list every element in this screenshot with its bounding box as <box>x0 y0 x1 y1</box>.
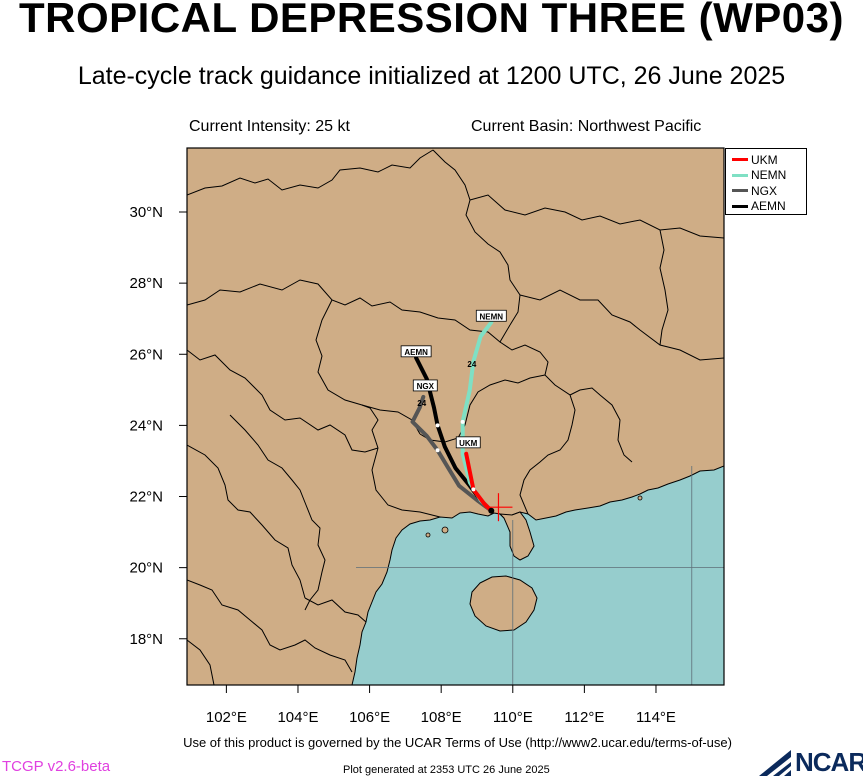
legend-swatch-ukm <box>732 158 748 162</box>
model-tag-label: NEMN <box>480 312 504 321</box>
legend-label-ngx: NGX <box>751 183 778 198</box>
grid-lines <box>356 466 724 685</box>
current-intensity: Current Intensity: 25 kt <box>189 118 350 135</box>
track-point-ukm <box>471 487 476 492</box>
legend-swatch-aemn <box>732 204 748 208</box>
legend-item-aemn: AEMN <box>732 199 806 215</box>
ncar-logo-text: NCAR <box>795 747 863 777</box>
current-basin: Current Basin: Northwest Pacific <box>471 118 702 135</box>
lat-tick-label: 22°N <box>129 489 163 506</box>
borders <box>187 149 724 685</box>
lon-tick-label: 106°E <box>349 709 390 726</box>
forecast-hour-label: 24 <box>467 360 476 369</box>
legend-swatch-ngx <box>732 189 748 193</box>
lon-tick-label: 108°E <box>421 709 462 726</box>
lon-tick-label: 112°E <box>564 709 604 726</box>
generated-timestamp: Plot generated at 2353 UTC 26 June 2025 <box>343 764 550 776</box>
model-tag-label: AEMN <box>404 348 428 357</box>
ocean-area <box>351 465 724 685</box>
lat-tick-label: 18°N <box>129 631 163 648</box>
current-position-marker <box>484 493 513 522</box>
legend-swatch-nemn <box>732 173 748 177</box>
map-title: TROPICAL DEPRESSION THREE (WP03) <box>19 0 844 41</box>
legend-label-aemn: AEMN <box>751 199 786 214</box>
legend-item-ngx: NGX <box>732 183 806 199</box>
track-point-aemn <box>435 423 440 428</box>
terms-of-use: Use of this product is governed by the U… <box>183 735 732 750</box>
model-tag-box <box>475 309 507 322</box>
lat-tick-label: 24°N <box>129 417 163 434</box>
lon-tick-label: 104°E <box>277 709 318 726</box>
version-label: TCGP v2.6-beta <box>2 758 111 775</box>
legend-item-nemn: NEMN <box>732 168 806 184</box>
track-point-ngx <box>435 448 440 453</box>
model-tag-box <box>400 345 432 358</box>
map-axes: 102°E 104°E 106°E 108°E 110°E 112°E 114°E 18°N 2… <box>129 204 675 726</box>
coastal-island <box>637 495 643 501</box>
model-tag-nemn: NEMN <box>475 309 507 322</box>
lat-tick-label: 20°N <box>129 560 163 577</box>
model-tag-label: UKM <box>459 439 478 448</box>
lon-tick-label: 110°E <box>493 709 533 726</box>
leizhou-peninsula <box>498 511 535 561</box>
map-subtitle: Late-cycle track guidance initialized at… <box>77 62 786 90</box>
lat-tick-label: 28°N <box>129 275 163 292</box>
hainan-island <box>469 575 538 632</box>
ncar-logo-icon <box>759 749 791 776</box>
legend-item-ukm: UKM <box>732 152 806 168</box>
model-tag-label: NGX <box>417 382 435 391</box>
model-tag-aemn: AEMN <box>400 345 432 358</box>
model-tag-box <box>412 379 438 392</box>
model-tag-ukm: UKM <box>455 436 481 449</box>
coastal-island <box>425 532 431 538</box>
forecast-hour-label: 24 <box>417 399 426 408</box>
lon-tick-label: 102°E <box>206 709 247 726</box>
plot-frame <box>186 147 725 686</box>
model-tag-ngx: NGX <box>412 379 438 392</box>
model-tag-box <box>455 436 481 449</box>
legend-label-ukm: UKM <box>751 152 778 167</box>
track-legend: UKM NEMN NGX AEMN <box>725 148 807 215</box>
lat-tick-label: 26°N <box>129 346 163 363</box>
lat-tick-label: 30°N <box>129 204 163 221</box>
track-point-nemn <box>460 419 465 424</box>
track-start-point <box>488 507 495 514</box>
ncar-logo: NCAR <box>757 747 863 778</box>
lon-tick-label: 114°E <box>636 709 676 726</box>
coastal-island <box>441 526 449 534</box>
model-tags: UKM NEMN NGX AEMN 24 24 <box>400 309 507 449</box>
legend-label-nemn: NEMN <box>751 168 787 183</box>
